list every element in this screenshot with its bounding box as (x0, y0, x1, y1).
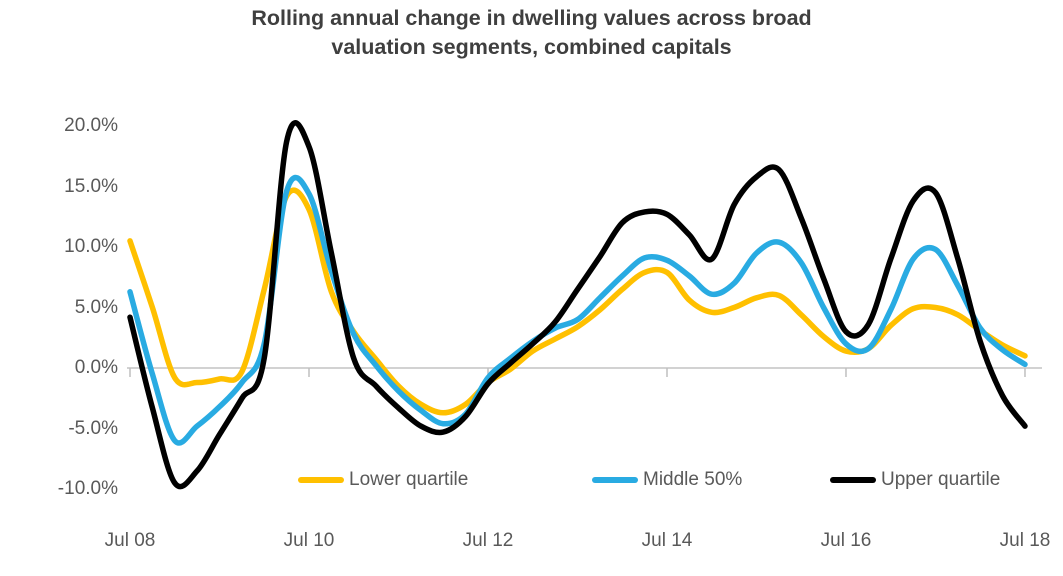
x-axis-label: Jul 12 (462, 530, 514, 551)
y-axis-label: -10.0% (57, 478, 118, 499)
x-axis-label: Jul 10 (283, 530, 335, 551)
y-axis-label: 20.0% (64, 115, 118, 136)
x-axis-label: Jul 14 (641, 530, 693, 551)
x-axis-label: Jul 08 (104, 530, 156, 551)
y-axis-label: 15.0% (64, 175, 118, 197)
chart-title: Rolling annual change in dwelling values… (0, 4, 1063, 62)
y-axis-label: -5.0% (68, 417, 118, 439)
chart-title-line-2: valuation segments, combined capitals (331, 35, 732, 59)
y-axis-label: 5.0% (74, 296, 118, 318)
y-axis-label: 0.0% (74, 357, 118, 378)
series-line-middle-50- (127, 174, 1028, 446)
series-line-upper-quartile (127, 120, 1028, 490)
y-axis-label: 10.0% (64, 236, 118, 257)
x-axis-label: Jul 16 (820, 530, 872, 551)
chart-title-line-1: Rolling annual change in dwelling values… (251, 6, 812, 30)
x-axis-label: Jul 18 (999, 530, 1051, 551)
series-line-lower-quartile (127, 187, 1028, 416)
